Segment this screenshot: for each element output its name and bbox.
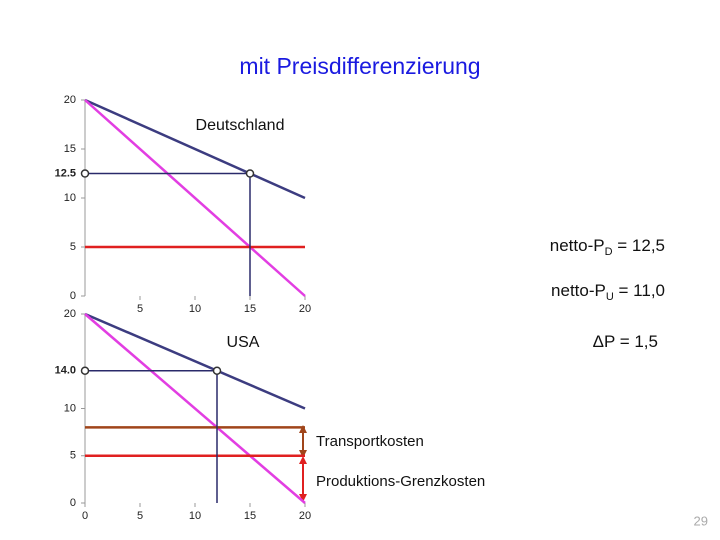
x-tick-label: 10 [189,303,201,315]
y-tick-label: 10 [64,402,76,414]
optimum-point [80,169,90,178]
x-tick-label: 20 [299,303,311,315]
arrow-head [299,450,307,458]
y-tick-label: 5 [70,241,76,253]
y-tick-label: 14.0 [55,365,76,377]
annotation-text: ΔP = 1,5 [593,332,658,351]
y-tick-label: 15 [64,143,76,155]
arrow-head [299,425,307,433]
series-line [84,313,306,504]
slide-title: mit Preisdifferenzierung [239,53,480,79]
annotation: Transportkosten [316,433,424,450]
x-tick-label: 0 [82,510,88,522]
optimum-point [212,366,222,375]
arrows [299,425,307,502]
x-tick-label: 5 [137,303,143,315]
series-line [84,99,306,297]
y-tick-label: 20 [64,308,76,320]
y-tick-label: 5 [70,450,76,462]
annotation-text: = 11,0 [614,281,665,300]
annotation-sub: D [605,246,613,258]
arrow-head [299,494,307,502]
page-number: 29 [694,513,708,528]
y-tick-label: 20 [64,94,76,106]
annotation: ΔP = 1,5 [593,332,658,351]
y-tick-label: 0 [70,290,76,302]
chart-title: Deutschland [196,117,285,134]
x-tick-label: 20 [299,510,311,522]
arrow-head [299,456,307,464]
chart-title: USA [227,334,260,351]
x-tick-label: 5 [137,510,143,522]
optimum-point [245,169,255,178]
x-tick-label: 15 [244,303,256,315]
series-line [84,312,306,410]
optimum-point [80,366,90,375]
annotation-text: netto-P [550,236,605,255]
annotation: netto-PU = 11,0 [551,281,665,302]
annotation: Produktions-Grenzkosten [316,473,485,490]
annotation-text: netto-P [551,281,606,300]
y-tick-label: 10 [64,192,76,204]
y-tick-label: 12.5 [55,167,76,179]
annotation: netto-PD = 12,5 [550,236,665,257]
annotation-text: = 12,5 [613,236,665,255]
x-tick-label: 10 [189,510,201,522]
x-tick-label: 15 [244,510,256,522]
y-tick-label: 0 [70,497,76,509]
annotation-sub: U [606,291,614,303]
series-line [84,98,306,200]
